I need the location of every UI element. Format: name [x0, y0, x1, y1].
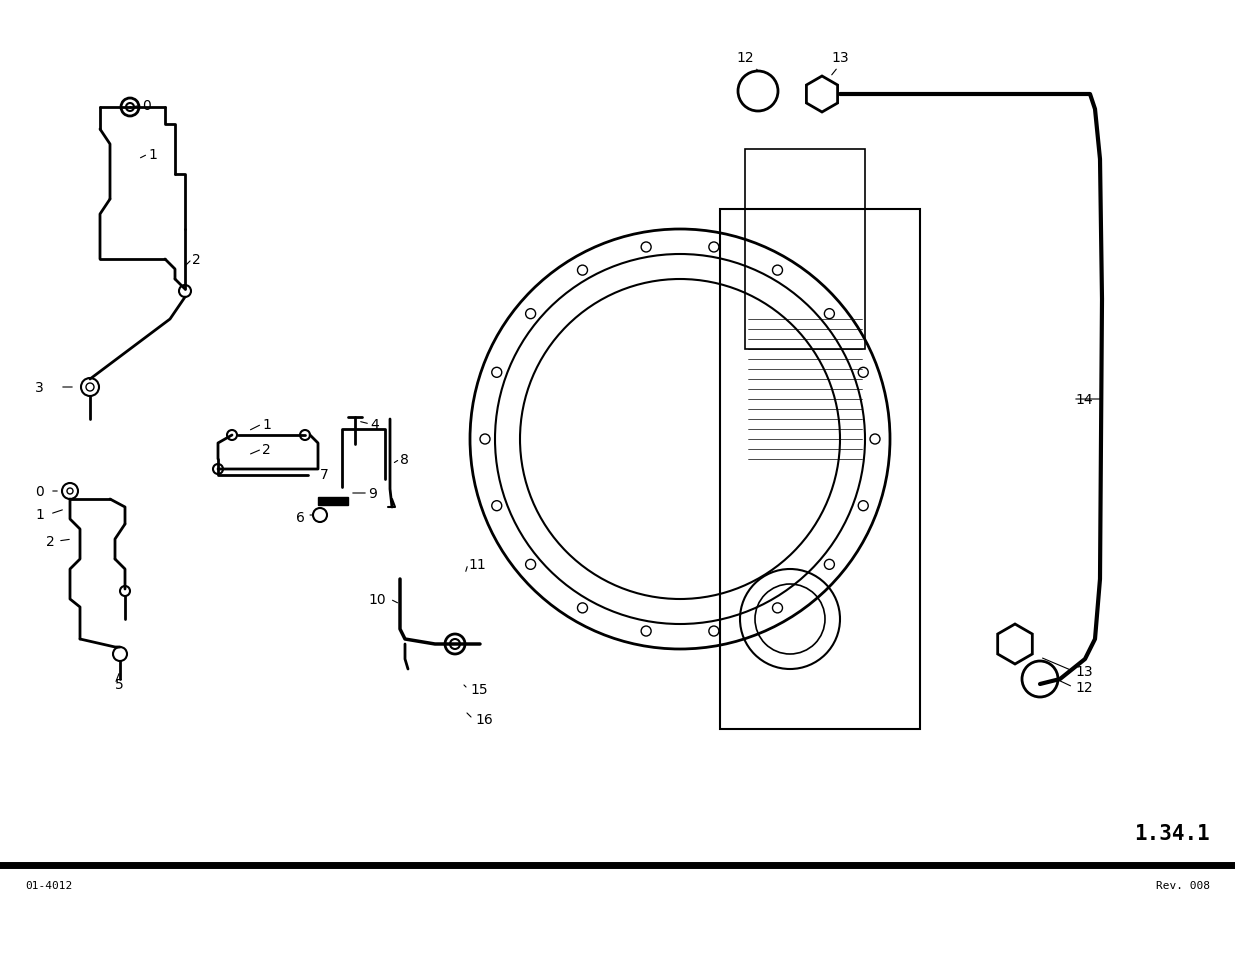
Text: 16: 16: [475, 712, 493, 726]
Text: 2: 2: [46, 535, 56, 548]
Text: 2: 2: [262, 442, 270, 456]
Text: 12: 12: [1074, 680, 1093, 695]
Text: 0: 0: [36, 484, 44, 498]
Text: 1: 1: [262, 417, 270, 432]
Text: Rev. 008: Rev. 008: [1156, 881, 1210, 890]
Text: 13: 13: [831, 51, 848, 65]
Text: 11: 11: [468, 558, 485, 572]
Text: 8: 8: [400, 453, 409, 467]
Text: 14: 14: [1074, 393, 1093, 407]
Text: 1: 1: [148, 148, 157, 162]
Text: 1.34.1: 1.34.1: [1134, 823, 1210, 843]
Bar: [317, 497, 348, 505]
Text: 6: 6: [296, 511, 305, 524]
Text: 10: 10: [368, 593, 385, 606]
Text: 0: 0: [142, 99, 151, 112]
Text: 3: 3: [35, 380, 43, 395]
Text: 13: 13: [1074, 664, 1093, 679]
Text: 12: 12: [736, 51, 753, 65]
Text: 9: 9: [368, 486, 377, 500]
Text: 15: 15: [471, 682, 488, 697]
Text: 4: 4: [370, 417, 379, 432]
Text: 1: 1: [35, 507, 44, 521]
Text: 01-4012: 01-4012: [25, 881, 73, 890]
Bar: [745, 150, 864, 350]
Text: 7: 7: [320, 468, 329, 481]
Text: 5: 5: [115, 678, 124, 691]
Text: 2: 2: [191, 253, 201, 267]
